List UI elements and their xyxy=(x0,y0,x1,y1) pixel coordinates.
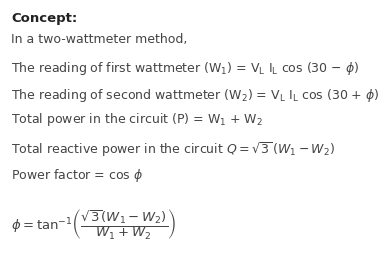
Text: The reading of second wattmeter (W$_2$) = V$_\mathregular{L}$ I$_\mathregular{L}: The reading of second wattmeter (W$_2$) … xyxy=(11,87,378,104)
Text: Concept:: Concept: xyxy=(11,12,77,25)
Text: Total power in the circuit (P) = W$_1$ + W$_2$: Total power in the circuit (P) = W$_1$ +… xyxy=(11,111,263,128)
Text: $\phi = \tan^{-1}\!\left(\dfrac{\sqrt{3}(W_1-W_2)}{W_1+W_2}\right)$: $\phi = \tan^{-1}\!\left(\dfrac{\sqrt{3}… xyxy=(11,208,177,242)
Text: Total reactive power in the circuit $Q = \sqrt{3}\,(W_1 - W_2)$: Total reactive power in the circuit $Q =… xyxy=(11,140,335,159)
Text: In a two-wattmeter method,: In a two-wattmeter method, xyxy=(11,33,188,46)
Text: The reading of first wattmeter (W$_1$) = V$_\mathregular{L}$ I$_\mathregular{L}$: The reading of first wattmeter (W$_1$) =… xyxy=(11,60,360,77)
Text: Power factor = cos $\phi$: Power factor = cos $\phi$ xyxy=(11,167,143,184)
